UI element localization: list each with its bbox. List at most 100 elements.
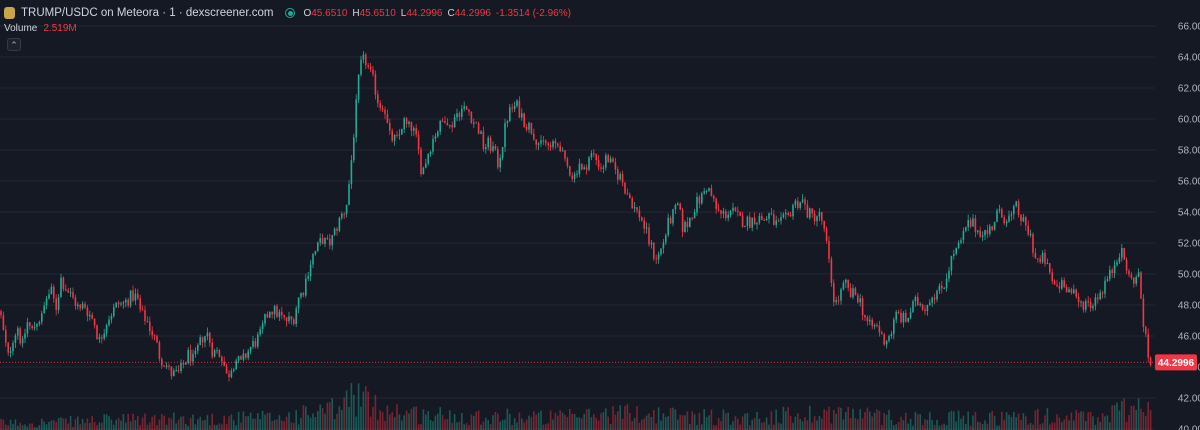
candle-body: [758, 215, 761, 223]
volume-bar: [276, 419, 278, 430]
volume-bar: [312, 413, 314, 430]
candle-body: [732, 207, 734, 211]
volume-bar: [33, 427, 36, 430]
candle-body: [972, 218, 974, 227]
volume-bar: [86, 418, 89, 430]
volume-bar: [223, 415, 225, 430]
candle-body: [1025, 217, 1027, 226]
volume-bar: [398, 414, 401, 430]
volume-bar: [629, 412, 631, 430]
candle-body: [425, 163, 427, 168]
price-tick-label: 50.0000: [1178, 270, 1200, 281]
volume-bar: [1133, 405, 1135, 430]
candle-body: [607, 155, 609, 163]
volume-bar: [566, 417, 569, 430]
candle-body: [1073, 289, 1075, 294]
candle-body: [1013, 206, 1015, 215]
candle-body: [1087, 301, 1089, 303]
candle-body: [667, 217, 669, 236]
candle-body: [480, 131, 482, 134]
candle-body: [108, 319, 110, 326]
volume-bar: [96, 425, 98, 430]
candle-body: [777, 220, 780, 222]
volume-bar: [177, 419, 180, 430]
candle-body: [156, 335, 158, 343]
volume-bar: [559, 410, 561, 430]
volume-bar: [79, 424, 81, 430]
volume-bar: [273, 419, 276, 430]
candle-body: [372, 69, 374, 75]
candle-body: [1017, 201, 1020, 215]
candle-body: [300, 292, 302, 298]
candle-body: [317, 242, 319, 251]
volume-bar: [324, 413, 326, 430]
volume-bar: [249, 412, 252, 430]
volume-bar: [1010, 416, 1013, 430]
volume-bar: [684, 415, 686, 430]
chevron-up-icon: ⌃: [10, 40, 18, 50]
candle-body: [278, 311, 281, 317]
collapse-legend-button[interactable]: ⌃: [7, 38, 21, 51]
volume-bar: [681, 415, 684, 430]
candle-body: [816, 216, 818, 222]
volume-bar: [705, 417, 708, 430]
candle-body: [233, 369, 235, 371]
volume-bar: [307, 415, 309, 430]
candle-body: [818, 211, 821, 217]
candle-body: [948, 270, 950, 279]
candle-body: [417, 134, 420, 150]
volume-bar: [609, 424, 612, 430]
volume-bar: [264, 414, 266, 430]
volume-bar: [1041, 423, 1044, 430]
volume-bar: [845, 412, 847, 430]
candle-body: [348, 184, 350, 206]
volume-bar: [161, 413, 163, 430]
volume-bar: [333, 419, 336, 430]
candle-body: [185, 362, 187, 365]
candle-body: [857, 295, 859, 303]
ohlc-open: 45.6510: [311, 7, 348, 19]
candle-body: [1022, 217, 1025, 222]
candle-body: [314, 250, 317, 254]
volume-bar: [65, 418, 67, 430]
volume-bar: [885, 414, 888, 430]
price-tick-label: 46.0000: [1178, 332, 1200, 343]
candle-body: [665, 235, 667, 243]
volume-bar: [547, 423, 549, 430]
price-tick-label: 56.0000: [1178, 177, 1200, 188]
volume-bar: [341, 410, 343, 430]
symbol-title[interactable]: TRUMP/USDC on Meteora · 1 · dexscreener.…: [21, 7, 274, 19]
volume-bar: [727, 412, 729, 430]
candle-body: [357, 74, 360, 100]
volume-bar: [302, 405, 305, 430]
volume-bar: [588, 408, 590, 430]
candle-body: [1075, 289, 1077, 297]
candle-body: [931, 297, 933, 303]
candle-body: [101, 337, 103, 339]
candle-body: [482, 131, 485, 150]
candle-body: [821, 211, 823, 221]
volume-bar: [933, 425, 936, 430]
candle-body: [393, 134, 396, 141]
candle-body: [528, 122, 530, 130]
volume-bar: [1037, 408, 1039, 430]
volume-bar: [607, 416, 609, 430]
volume-bar: [533, 411, 535, 430]
candle-body: [1101, 292, 1104, 294]
candle-body: [691, 217, 693, 219]
volume-bar: [283, 421, 285, 430]
candle-body: [0, 311, 2, 316]
candle-body: [1044, 252, 1046, 264]
volume-bar: [235, 425, 237, 430]
volume-bar: [1056, 414, 1058, 430]
volume-bar: [290, 422, 293, 430]
candle-body: [533, 133, 535, 140]
volume-bar: [1142, 412, 1145, 430]
candle-body: [854, 288, 857, 296]
candle-body: [240, 356, 242, 360]
candle-body: [914, 296, 917, 302]
candles: [0, 51, 1152, 382]
candle-body: [41, 313, 43, 322]
